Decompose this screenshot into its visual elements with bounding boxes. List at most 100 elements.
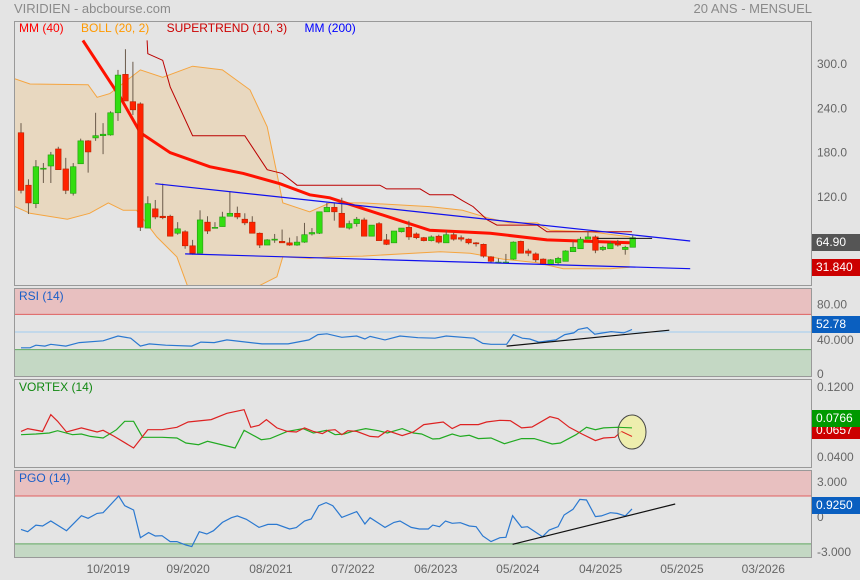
- date-axis-label: 07/2022: [331, 562, 375, 576]
- candle-down: [234, 212, 241, 218]
- rsi-line: [21, 326, 633, 349]
- legend: MM (40) BOLL (20, 2) SUPERTREND (10, 3) …: [19, 21, 370, 35]
- candle-down: [286, 242, 293, 246]
- price-axis-label: 240.0: [817, 101, 847, 115]
- candle-down: [55, 148, 62, 170]
- candle-up: [226, 212, 233, 217]
- vortex-panel: [14, 379, 812, 468]
- legend-boll: BOLL (20, 2): [81, 21, 150, 35]
- vortex-plus-line: [20, 420, 633, 449]
- candle-up: [308, 232, 316, 235]
- candle-up: [301, 234, 308, 243]
- date-axis-label: 06/2023: [414, 562, 458, 576]
- candle-down: [525, 250, 532, 254]
- candle-up: [264, 239, 271, 246]
- candle-down: [249, 221, 256, 234]
- rsi-axis-label: 40.000: [817, 333, 854, 347]
- candle-down: [278, 241, 286, 244]
- candle-up: [547, 259, 554, 265]
- pgo-oversold-zone: [15, 543, 811, 557]
- vortex-axis-label: 0.0400: [817, 450, 854, 464]
- candle-down: [122, 74, 129, 102]
- candle-down: [540, 258, 547, 265]
- candle-up: [398, 227, 405, 233]
- supertrend-badge: 31.840: [812, 259, 860, 276]
- candle-up: [577, 238, 584, 250]
- price-badge: 64.90: [812, 234, 860, 251]
- vortex-minus-line: [20, 409, 633, 449]
- date-axis-label: 05/2025: [660, 562, 704, 576]
- highlight-circle: [617, 414, 647, 450]
- date-axis-label: 03/2026: [742, 562, 786, 576]
- rsi-title: RSI (14): [19, 289, 64, 303]
- rsi-axis-label: 80.00: [817, 298, 847, 312]
- pgo-zones: [15, 471, 811, 557]
- bollinger-lower: [15, 202, 630, 285]
- date-axis-label: 10/2019: [87, 562, 131, 576]
- vortex-axis-label: 0.1200: [817, 380, 854, 394]
- candle-up: [316, 211, 323, 234]
- candle-up: [562, 250, 569, 262]
- candle-up: [144, 203, 151, 229]
- candle-down: [532, 253, 539, 261]
- candle-down: [167, 215, 174, 237]
- candle-down: [450, 234, 457, 240]
- candle-up: [32, 166, 40, 204]
- price-axis-label: 180.0: [817, 146, 847, 160]
- pgo-title: PGO (14): [19, 471, 71, 485]
- candle-down: [517, 241, 524, 254]
- candle-up: [271, 238, 278, 241]
- vortex-plus-badge: 0.0766: [812, 410, 860, 427]
- date-axis-label: 05/2024: [496, 562, 540, 576]
- candle-up: [92, 135, 99, 139]
- candle-down: [152, 208, 159, 218]
- pgo-axis-label: 0: [817, 510, 824, 524]
- candle-down: [465, 238, 472, 244]
- candle-down: [204, 221, 211, 232]
- candle-up: [390, 230, 398, 244]
- candle-down: [420, 237, 427, 241]
- bollinger-upper: [15, 65, 630, 238]
- vortex-minus-cross: [621, 430, 633, 437]
- upper-trendline: [155, 183, 691, 242]
- supertrend-line: [146, 40, 632, 233]
- candle-up: [211, 227, 219, 229]
- rsi-badge: 52.78: [812, 316, 860, 333]
- candle-down: [182, 231, 189, 247]
- candle-down: [129, 101, 137, 111]
- date-axis-label: 04/2025: [579, 562, 623, 576]
- candle-up: [293, 241, 301, 246]
- candle-up: [555, 258, 562, 264]
- candle-up: [510, 241, 517, 260]
- candle-up: [569, 246, 577, 253]
- candle-up: [599, 246, 606, 250]
- candle-up: [196, 219, 204, 254]
- candle-down: [480, 244, 487, 257]
- candle-up: [174, 228, 181, 234]
- candle-up: [107, 112, 114, 136]
- candle-up: [70, 166, 77, 194]
- pgo-overbought-zone: [15, 471, 811, 496]
- vortex-title: VORTEX (14): [19, 380, 93, 394]
- candle-down: [435, 235, 442, 243]
- candle-up: [346, 223, 353, 229]
- candle-down: [25, 184, 32, 204]
- candle-down: [256, 232, 263, 246]
- rsi-zones: [15, 288, 811, 376]
- candle-down: [458, 237, 465, 240]
- pgo-axis-label: 3.000: [817, 475, 847, 489]
- candle-up: [40, 167, 47, 170]
- candle-down: [413, 233, 420, 238]
- candle-down: [592, 236, 599, 251]
- candle-up: [368, 224, 375, 237]
- candle-down: [241, 218, 248, 224]
- candle-up: [622, 246, 629, 250]
- legend-supertrend: SUPERTREND (10, 3): [166, 21, 288, 35]
- pgo-line: [20, 495, 633, 548]
- candle-down: [614, 243, 621, 246]
- candle-down: [472, 242, 480, 245]
- rsi-oversold-zone: [15, 349, 811, 376]
- date-axis-label: 09/2020: [166, 562, 210, 576]
- rsi-overbought-zone: [15, 288, 811, 315]
